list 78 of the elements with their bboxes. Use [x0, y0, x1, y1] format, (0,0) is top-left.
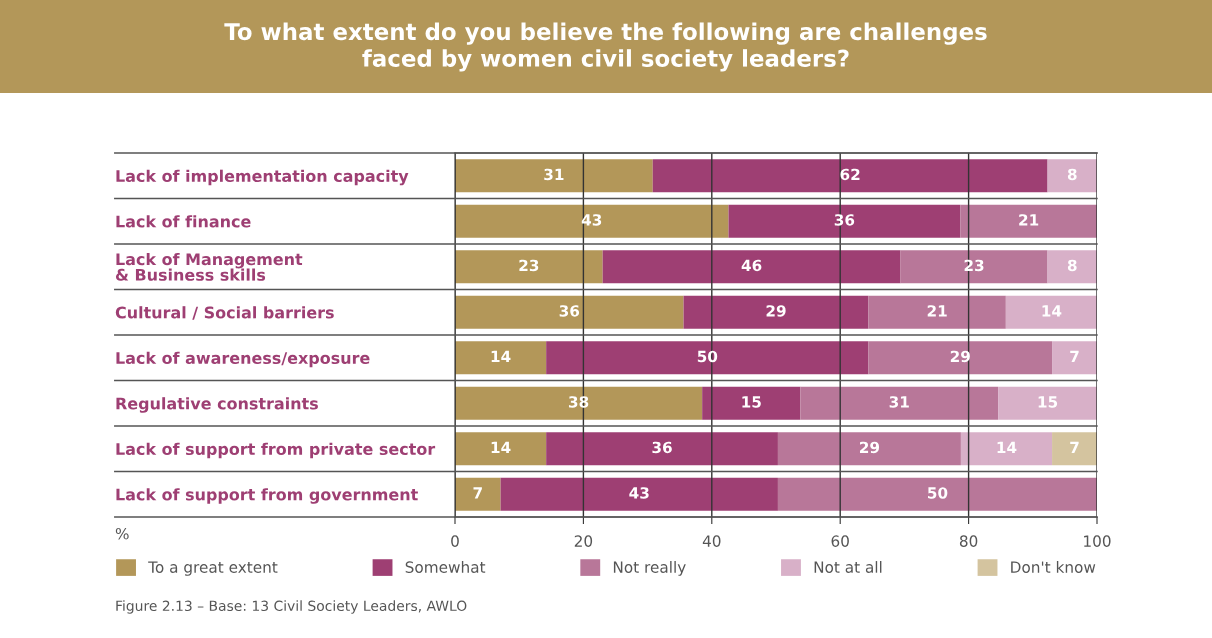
bar — [900, 250, 1048, 284]
bar — [455, 432, 547, 466]
bar — [728, 204, 961, 238]
y-tick-label: Lack of support from government — [116, 488, 418, 504]
bar — [1047, 250, 1097, 284]
data-label: 31 — [889, 396, 909, 408]
data-label: 29 — [766, 305, 786, 317]
bar — [683, 295, 869, 329]
bar — [868, 341, 1053, 375]
bar — [1047, 159, 1097, 193]
data-label: 36 — [559, 305, 580, 317]
x-tick-label: 40 — [702, 535, 721, 547]
legend-label: Somewhat — [405, 561, 486, 573]
data-label: 7 — [1070, 350, 1079, 362]
caption: Figure 2.13 – Base: 13 Civil Society Leaders, AWLO — [116, 600, 467, 614]
legend-label: Not really — [613, 561, 686, 576]
bar — [455, 341, 547, 375]
chart-title: To what extent do you believe the following are challenges faced by women civil society leaders? — [224, 22, 987, 72]
bar — [1052, 341, 1097, 375]
bar — [455, 204, 729, 238]
data-label: 46 — [741, 259, 762, 272]
data-label: 15 — [742, 396, 761, 408]
data-label: 50 — [697, 350, 718, 363]
bar — [602, 250, 901, 284]
y-tick-label: Lack of implementation capacity — [116, 169, 409, 186]
legend-label: Not at all — [814, 561, 882, 573]
legend-label: To a great extent — [148, 561, 278, 576]
x-tick-label: 80 — [959, 535, 978, 547]
bar — [546, 432, 778, 466]
bar — [455, 295, 684, 329]
data-label: 31 — [544, 168, 564, 181]
data-label: 14 — [1042, 305, 1062, 317]
data-label: 8 — [1067, 259, 1077, 272]
bar — [960, 204, 1097, 238]
bar — [455, 250, 603, 284]
bar — [868, 295, 1006, 329]
data-label: 14 — [491, 441, 511, 453]
bar — [455, 386, 703, 420]
bar — [777, 477, 1097, 511]
bar — [1052, 432, 1097, 466]
data-label: 50 — [928, 487, 948, 499]
x-tick-label: 0 — [451, 535, 459, 547]
x-tick-label: 20 — [574, 535, 593, 547]
bar — [455, 477, 501, 511]
y-tick-label: Regulative constraints — [116, 397, 318, 413]
data-label: 21 — [1019, 214, 1039, 226]
x-axis-title: % — [115, 527, 129, 540]
bar — [500, 477, 778, 511]
bar — [702, 386, 801, 420]
data-label: 14 — [491, 350, 511, 362]
data-label: 62 — [840, 168, 860, 181]
x-tick-label: 100 — [1084, 535, 1111, 547]
data-label: 7 — [473, 487, 482, 499]
bar — [546, 341, 869, 375]
y-tick-label: Lack of Management & Business skills — [115, 252, 303, 281]
y-tick-label: Cultural / Social barriers — [115, 306, 334, 320]
data-label: 14 — [997, 441, 1017, 453]
bar — [1005, 295, 1097, 329]
data-label: 29 — [859, 441, 880, 454]
bar — [455, 159, 653, 193]
data-label: 36 — [652, 441, 672, 454]
y-tick-label: Lack of finance — [116, 215, 251, 228]
data-label: 21 — [927, 305, 947, 317]
bar — [777, 432, 961, 466]
data-label: 43 — [629, 487, 649, 499]
data-label: 8 — [1067, 168, 1077, 181]
bar — [960, 432, 1053, 466]
y-tick-label: Lack of support from private sector — [116, 442, 436, 459]
x-tick-label: 60 — [831, 535, 849, 547]
bar — [800, 386, 999, 420]
bar — [998, 386, 1097, 420]
data-label: 15 — [1038, 396, 1058, 408]
data-label: 7 — [1070, 441, 1079, 453]
data-label: 23 — [519, 259, 539, 272]
legend-label: Don't know — [1011, 561, 1096, 573]
bar — [652, 159, 1048, 193]
data-label: 36 — [834, 214, 855, 226]
y-tick-label: Lack of awareness/exposure — [116, 351, 370, 368]
